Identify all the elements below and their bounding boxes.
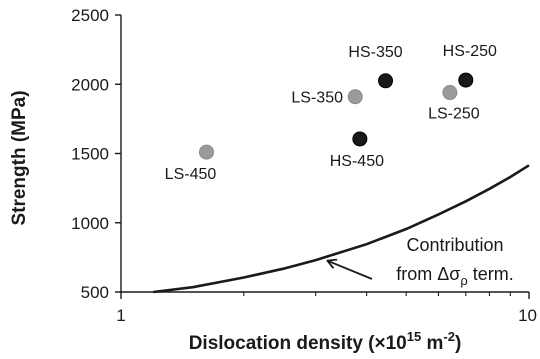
y-tick-label: 500 <box>81 283 109 302</box>
curve-annotation: Contribution from Δσρ term. <box>328 235 514 288</box>
data-points <box>198 72 474 160</box>
x-axis-title: Dislocation density (×1015 m-2) <box>189 329 462 354</box>
y-axis-ticks: 500 1000 1500 2000 2500 <box>71 6 121 302</box>
annotation-line-2: from Δσρ term. <box>396 264 514 288</box>
data-point-ls-350 <box>347 89 363 105</box>
point-label-ls-450: LS-450 <box>165 166 217 183</box>
data-point-hs-350 <box>378 73 394 89</box>
dislocation-contribution-curve <box>153 164 530 294</box>
y-tick-label: 1500 <box>71 145 109 164</box>
point-label-hs-250: HS-250 <box>443 43 497 60</box>
data-point-hs-250 <box>458 72 474 88</box>
data-point-ls-450 <box>198 144 214 160</box>
annotation-line-1: Contribution <box>406 235 503 255</box>
point-label-ls-350: LS-350 <box>291 90 343 107</box>
y-axis-title: Strength (MPa) <box>9 90 30 225</box>
point-label-hs-350: HS-350 <box>348 44 402 61</box>
y-tick-label: 2000 <box>71 75 109 94</box>
annotation-arrow <box>328 261 373 280</box>
x-axis-ticks: 1 10 <box>116 292 537 325</box>
data-point-ls-250 <box>442 85 458 101</box>
point-label-hs-450: HS-450 <box>330 153 384 170</box>
y-tick-label: 1000 <box>71 214 109 233</box>
data-point-labels: LS-450 LS-350 LS-250 HS-450 HS-350 HS-250 <box>165 43 497 183</box>
point-label-ls-250: LS-250 <box>428 106 480 123</box>
y-tick-label: 2500 <box>71 6 109 25</box>
data-point-hs-450 <box>352 131 368 147</box>
x-tick-label: 10 <box>518 306 537 325</box>
x-tick-label: 1 <box>116 306 125 325</box>
